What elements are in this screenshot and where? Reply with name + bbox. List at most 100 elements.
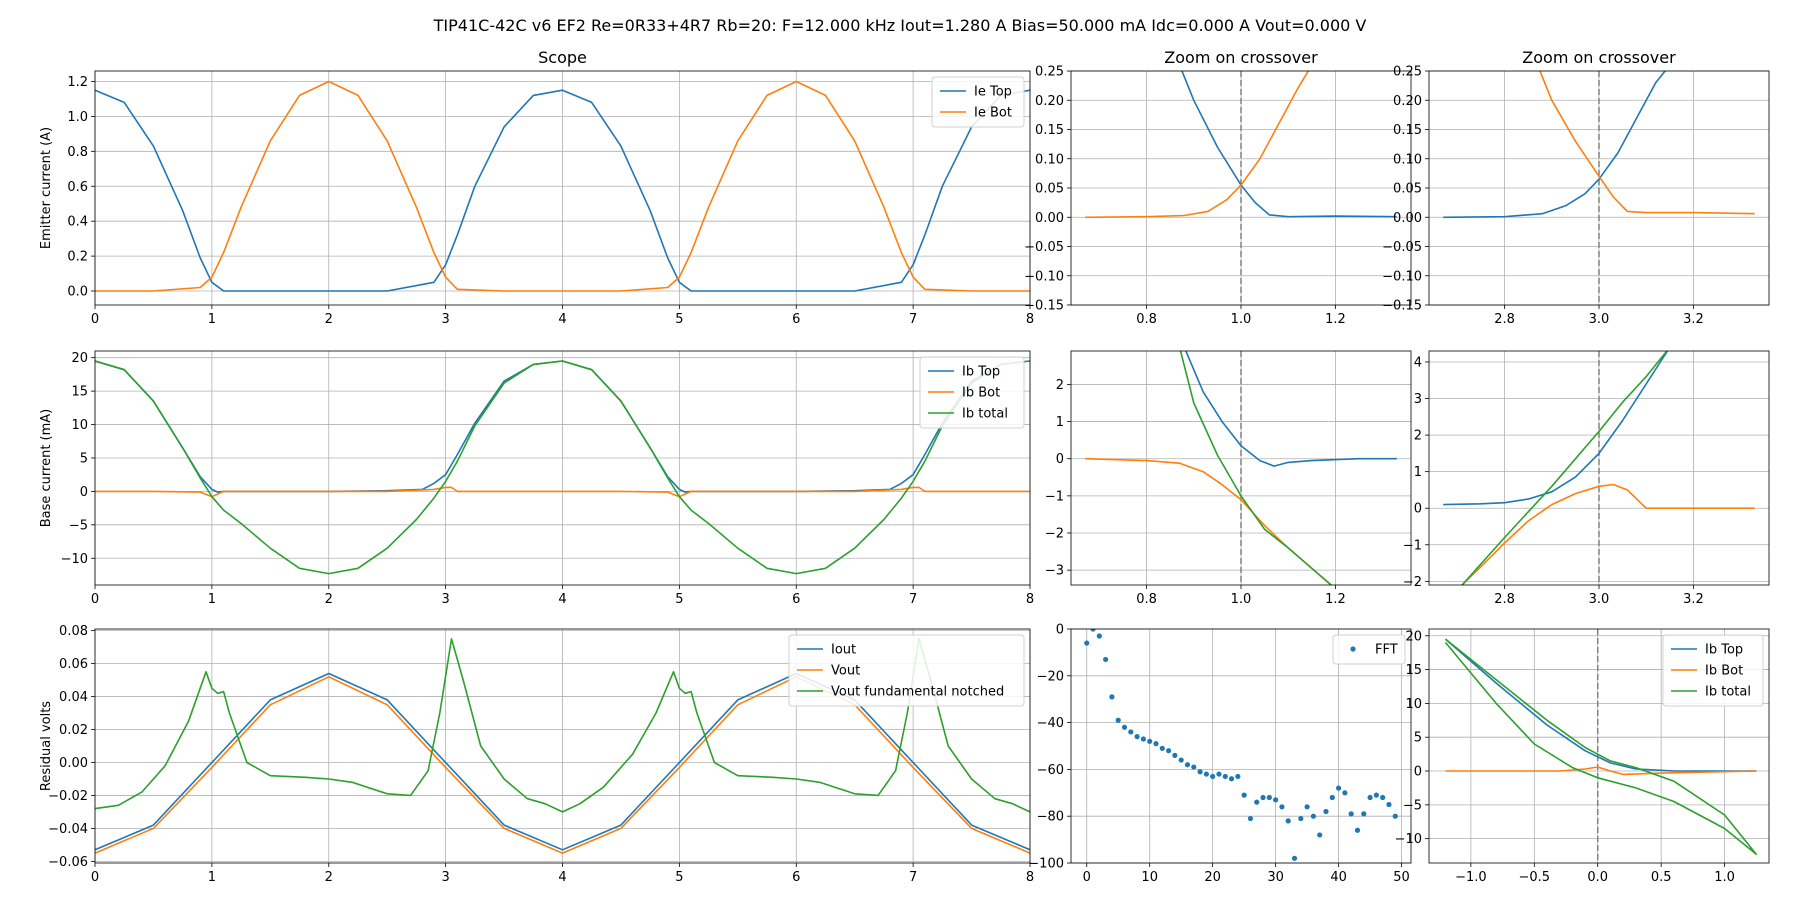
series-line	[1461, 351, 1668, 585]
chart-zoom-emitter-3: 2.8 3.0 3.2 −0.15 −0.10 −0.05 0.00 0.05 0.10 0.15…	[1382, 48, 1770, 327]
legend-label: Vout fundamental notched	[831, 685, 1004, 700]
x-tick-label: 8	[1026, 870, 1034, 885]
legend-label: Ie Bot	[974, 106, 1012, 121]
x-tick-label: 0	[1083, 870, 1091, 885]
data-point	[1260, 794, 1266, 801]
x-tick-label: 1	[208, 592, 216, 607]
x-tick-label: −0.5	[1519, 870, 1551, 885]
x-tick-label: 10	[1141, 870, 1158, 885]
x-tick-label: 1.0	[1714, 870, 1735, 885]
y-tick-label: 0.05	[1393, 182, 1422, 197]
x-tick-label: 4	[558, 592, 566, 607]
y-tick-label: −10	[61, 552, 88, 567]
series-line	[95, 672, 1030, 851]
legend-marker	[1350, 646, 1356, 652]
data-point	[1172, 752, 1178, 758]
x-tick-label: 8	[1026, 312, 1034, 327]
y-tick-label: 15	[71, 385, 88, 400]
y-tick-label: −2	[1403, 575, 1422, 590]
x-tick-label: 40	[1330, 870, 1347, 885]
data-point	[1165, 748, 1172, 754]
series-line	[95, 80, 1030, 292]
data-point	[1184, 762, 1191, 768]
legend-label: FFT	[1375, 643, 1398, 658]
x-tick-label: 5	[675, 592, 683, 607]
legend-box	[788, 634, 1025, 707]
x-tick-label: 0	[91, 312, 99, 327]
data-point	[1380, 794, 1386, 801]
x-tick-label: 7	[909, 592, 917, 607]
y-tick-label: 0.8	[67, 145, 88, 160]
data-point	[1235, 773, 1241, 780]
data-point	[1210, 773, 1216, 780]
series-line	[1085, 71, 1310, 219]
x-tick-label: 50	[1393, 870, 1410, 885]
legend-box	[1332, 634, 1406, 665]
y-tick-label: −1	[1403, 538, 1422, 553]
y-tick-label: 0.00	[1035, 211, 1064, 226]
x-tick-label: 4	[558, 312, 566, 327]
y-tick-label: 0.0	[67, 285, 88, 300]
legend: FFT	[1332, 634, 1406, 665]
x-tick-label: 3.0	[1589, 312, 1610, 327]
data-point	[1128, 729, 1134, 735]
data-point	[1115, 717, 1121, 723]
y-tick-label: 0.15	[1393, 123, 1422, 138]
series-line	[1181, 71, 1397, 218]
y-tick-label: −0.06	[48, 855, 88, 870]
x-tick-label: 2	[325, 592, 333, 607]
series-line	[1445, 766, 1757, 776]
legend-label: Iout	[831, 643, 856, 658]
y-tick-label: 0.15	[1035, 123, 1064, 138]
y-tick-label: 0	[1056, 452, 1064, 467]
x-tick-label: 3	[441, 592, 449, 607]
y-tick-label: −3	[1045, 564, 1064, 579]
y-tick-label: 0.08	[59, 624, 88, 639]
y-tick-label: −0.10	[1382, 269, 1422, 284]
y-tick-label: 3	[1414, 392, 1422, 407]
data-point	[1096, 633, 1102, 639]
data-point	[1121, 724, 1128, 730]
y-tick-label: 0.4	[67, 215, 88, 230]
y-tick-label: −5	[1403, 798, 1422, 813]
data-point	[1392, 813, 1398, 819]
x-tick-label: 0.8	[1136, 312, 1157, 327]
y-tick-label: 0.25	[1035, 65, 1064, 80]
x-tick-label: 5	[675, 870, 683, 885]
y-tick-label: 1.0	[67, 110, 88, 125]
x-tick-label: 2.8	[1494, 592, 1515, 607]
y-tick-label: 0.00	[1393, 211, 1422, 226]
x-tick-label: 1.2	[1325, 592, 1346, 607]
y-tick-label: −100	[1028, 857, 1064, 872]
x-tick-label: −1.0	[1455, 870, 1487, 885]
y-tick-label: 0.20	[1393, 94, 1422, 109]
y-tick-label: 0.20	[1035, 94, 1064, 109]
chart-zoom-base-1: 0.8 1.0 1.2 −3 −2 −1 0 1 2	[1045, 350, 1412, 607]
data-point	[1084, 640, 1090, 646]
legend-box	[931, 76, 1025, 128]
y-tick-label: −0.10	[1024, 269, 1064, 284]
x-tick-label: 1	[208, 312, 216, 327]
series-line	[1444, 638, 1758, 855]
y-tick-label: −60	[1037, 763, 1064, 778]
y-tick-label: 10	[1405, 697, 1422, 712]
y-tick-label: 20	[71, 351, 88, 366]
series-line	[1444, 638, 1757, 772]
data-point	[1329, 794, 1335, 801]
x-tick-label: 7	[909, 870, 917, 885]
y-tick-label: 0.04	[59, 690, 88, 705]
legend-box	[919, 356, 1025, 429]
data-point	[1386, 801, 1392, 808]
data-point	[1090, 629, 1096, 632]
y-tick-label: −0.02	[48, 789, 88, 804]
data-point	[1304, 804, 1310, 810]
x-tick-label: 0.0	[1587, 870, 1608, 885]
series-line	[1443, 351, 1669, 506]
y-tick-label: 10	[71, 418, 88, 433]
data-point	[1222, 773, 1228, 780]
y-tick-label: 0.06	[59, 657, 88, 672]
y-axis-label: Base current (mA)	[39, 409, 54, 528]
x-tick-label: 20	[1204, 870, 1221, 885]
data-point	[1298, 815, 1304, 822]
data-point	[1247, 815, 1254, 822]
